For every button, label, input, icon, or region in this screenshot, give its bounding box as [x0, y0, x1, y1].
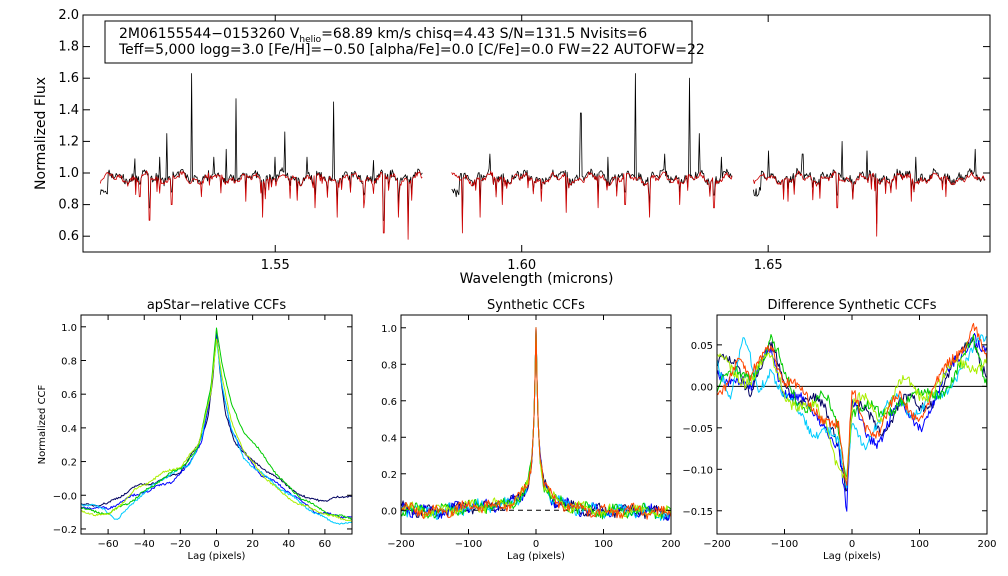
- y-tick-label: 0.6: [58, 229, 79, 244]
- ccf-line-visit-2: [717, 333, 987, 512]
- x-tick-label: −100: [771, 539, 798, 550]
- observed-spectrum-line: [451, 73, 733, 221]
- info-box: [104, 20, 693, 64]
- chart-title: apStar−relative CCFs: [147, 298, 287, 313]
- model-spectrum-line: [99, 170, 423, 240]
- x-tick-label: −200: [387, 539, 414, 550]
- x-tick-label: 0: [213, 539, 219, 550]
- y-tick-label: 0.2: [381, 470, 397, 481]
- chart-title: Synthetic CCFs: [487, 298, 585, 313]
- x-tick-label: 40: [282, 539, 295, 550]
- x-axis-label: Lag (pixels): [507, 551, 565, 562]
- x-tick-label: 1.65: [754, 258, 783, 273]
- info-vhelio-sub: helio: [299, 35, 321, 45]
- axes-frame: [82, 14, 991, 253]
- ccf-line-visit-2: [81, 333, 352, 519]
- spectrum-panel: 1.55 1.60 1.65 0.6 0.8 1.0 1.2 1.4 1.6 1.8 2.0 Wave…: [33, 8, 991, 287]
- chart-title: Difference Synthetic CCFs: [767, 298, 936, 313]
- x-axis-label: Lag (pixels): [823, 551, 881, 562]
- y-tick-label: −0.10: [682, 465, 713, 476]
- ccf-line-visit-6: [717, 322, 987, 486]
- y-tick-label: 0.4: [61, 424, 77, 435]
- y-tick-label: 1.0: [58, 166, 79, 181]
- ccf-line-visit-5: [401, 327, 671, 520]
- x-axis-label: Wavelength (microns): [460, 271, 614, 287]
- y-tick-label: 1.2: [58, 134, 79, 149]
- y-tick-label: 1.4: [58, 103, 79, 118]
- plot-area: [99, 73, 986, 240]
- plot-area: [81, 327, 352, 525]
- ccf-line-visit-1: [401, 327, 671, 521]
- model-spectrum-line: [451, 170, 733, 234]
- y-tick-label: 0.00: [691, 382, 713, 393]
- y-tick-label: 0.6: [61, 390, 77, 401]
- difference-ccf-panel: −200 −100 0 100 200 −0.15 −0.10 −0.05 0.00 0.05 La…: [682, 298, 996, 562]
- apstar-ccf-panel: −60 −40 −20 0 20 40 60 −0.2 −0.0 0.2 0.4 0.6 0.8 1.0 L…: [37, 298, 353, 562]
- plot-area: [717, 322, 987, 512]
- y-tick-label: 0.8: [61, 356, 77, 367]
- x-tick-label: −20: [170, 539, 191, 550]
- y-tick-label: 2.0: [58, 8, 79, 23]
- y-tick-label: 1.0: [381, 324, 397, 335]
- axes-frame: [80, 314, 353, 535]
- x-tick-label: −40: [134, 539, 155, 550]
- y-tick-label: −0.15: [682, 507, 713, 518]
- ccf-line-visit-3: [717, 334, 987, 489]
- x-tick-label: 200: [661, 539, 680, 550]
- y-tick-label: 1.6: [58, 71, 79, 86]
- y-tick-label: 0.4: [381, 433, 397, 444]
- x-tick-label: 20: [246, 539, 259, 550]
- x-tick-label: 100: [594, 539, 613, 550]
- info-star-id: 2M06155544−0153260 V: [119, 26, 300, 42]
- ccf-line-visit-4: [401, 327, 671, 520]
- y-tick-label: 0.05: [691, 341, 713, 352]
- y-tick-label: 1.0: [61, 323, 77, 334]
- ccf-line-visit-3: [401, 327, 671, 521]
- x-tick-label: 1.55: [261, 258, 290, 273]
- synthetic-ccf-panel: −200 −100 0 100 200 0.0 0.2 0.4 0.6 0.8 1.0 Lag (pi…: [381, 298, 680, 562]
- ccf-line-visit-2: [401, 327, 671, 521]
- info-line-1: 2M06155544−0153260 Vhelio=68.89 km/s chi…: [119, 26, 647, 45]
- ccf-line-visit-5: [81, 338, 352, 523]
- plot-area: [401, 327, 671, 521]
- info-line-2: Teff=5,000 logg=3.0 [Fe/H]=−0.50 [alpha/…: [118, 42, 705, 58]
- x-tick-label: 60: [319, 539, 332, 550]
- y-tick-label: −0.0: [53, 491, 77, 502]
- y-tick-label: 0.2: [61, 458, 77, 469]
- x-tick-label: 1.60: [507, 258, 536, 273]
- x-tick-label: 200: [977, 539, 996, 550]
- info-stats: =68.89 km/s chisq=4.43 S/N=131.5 Nvisits…: [321, 26, 647, 42]
- y-tick-label: 0.0: [381, 506, 397, 517]
- ccf-line-visit-1: [81, 330, 352, 507]
- y-tick-label: −0.2: [53, 525, 77, 536]
- x-tick-label: 0: [849, 539, 855, 550]
- y-tick-label: 0.8: [58, 198, 79, 213]
- y-axis-label: Normalized Flux: [33, 77, 49, 190]
- x-tick-label: 0: [533, 539, 539, 550]
- ccf-line-visit-3: [81, 338, 352, 525]
- model-spectrum-line: [753, 170, 986, 237]
- x-tick-label: −100: [455, 539, 482, 550]
- y-axis-label: Normalized CCF: [37, 384, 48, 464]
- x-tick-label: −60: [98, 539, 119, 550]
- y-tick-label: 0.6: [381, 397, 397, 408]
- y-tick-label: 0.8: [381, 360, 397, 371]
- x-tick-label: 100: [910, 539, 929, 550]
- ccf-line-visit-4: [81, 327, 352, 520]
- ccf-line-visit-6: [401, 327, 671, 520]
- y-tick-label: 1.8: [58, 40, 79, 55]
- x-tick-label: −200: [703, 539, 730, 550]
- y-tick-label: −0.05: [682, 424, 713, 435]
- ccf-line-visit-5: [717, 352, 987, 481]
- x-axis-label: Lag (pixels): [188, 551, 246, 562]
